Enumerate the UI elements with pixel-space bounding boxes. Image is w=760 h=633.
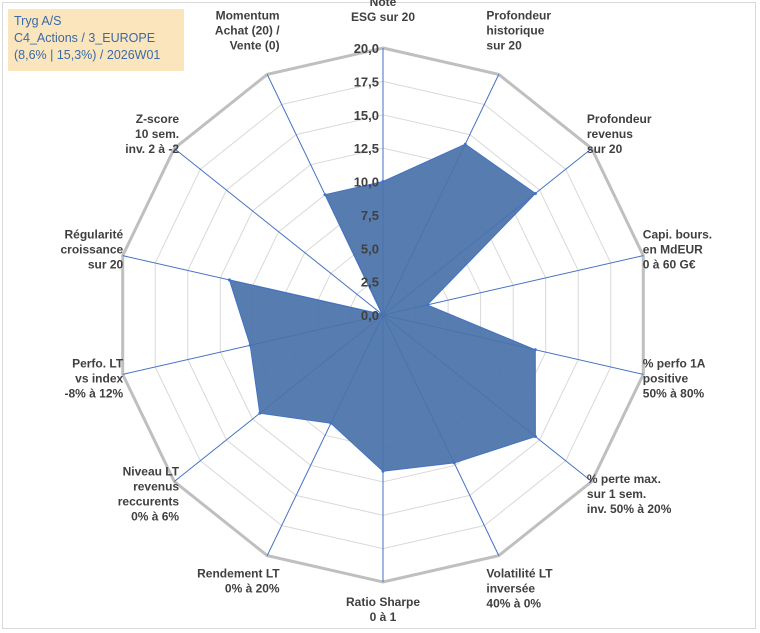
radar-category-label: Perfo. LT vs index -8% à 12% [64,356,123,400]
radar-category-label: Régularité croissance sur 20 [60,228,123,272]
radar-data-point [380,312,384,316]
radar-data-point [381,469,385,473]
radar-data-point [452,461,456,465]
chart-info-box: Tryg A/S C4_Actions / 3_EUROPE (8,6% | 1… [8,9,184,71]
radar-tick-label: 12,5 [354,141,379,156]
radar-category-label: Niveau LT revenus reccurents 0% à 6% [118,465,180,524]
radar-data-point [323,193,327,197]
radar-category-label: Ratio Sharpe 0 à 1 [346,595,420,624]
radar-tick-label: 2,5 [361,275,379,290]
radar-tick-label: 17,5 [354,74,379,89]
radar-category-label: % perte max. sur 1 sem. inv. 50% à 20% [587,472,672,516]
radar-spoke [173,148,384,316]
radar-category-label: Note ESG sur 20 [351,0,415,24]
radar-data-point [381,180,385,183]
radar-category-label: Profondeur revenus sur 20 [587,112,652,156]
radar-tick-label: 20,0 [354,41,379,56]
radar-tick-label: 7,5 [361,208,379,223]
radar-data-point [425,303,429,307]
radar-category-label: Profondeur historique sur 20 [486,9,551,53]
radar-tick-label: 15,0 [354,108,379,123]
radar-category-label: Volatilité LT inversée 40% à 0% [486,566,553,610]
radar-category-label: Rendement LT 0% à 20% [197,566,280,595]
radar-data-point [463,142,467,146]
radar-data-point [248,343,252,347]
category-label: C4_Actions / 3_EUROPE [14,31,156,45]
radar-category-label: % perfo 1A positive 50% à 80% [643,356,706,400]
radar-data-point [533,348,537,352]
radar-data-point [258,411,262,415]
radar-data-point [227,278,231,282]
radar-tick-label: 0,0 [361,308,379,323]
radar-tick-label: 10,0 [354,175,379,190]
radar-category-label: Momentum Achat (20) / Vente (0) [215,9,280,53]
radar-category-label: Capi. bours. en MdEUR 0 à 60 G€ [643,228,712,272]
radar-tick-label: 5,0 [361,241,379,256]
radar-data-point [533,435,537,438]
radar-category-label: Z-score 10 sem. inv. 2 à -2 [125,112,179,156]
stats-label: (8,6% | 15,3%) / 2026W01 [14,48,161,62]
company-name: Tryg A/S [14,14,62,28]
radar-data-point [329,421,333,425]
radar-data-point [533,192,537,195]
